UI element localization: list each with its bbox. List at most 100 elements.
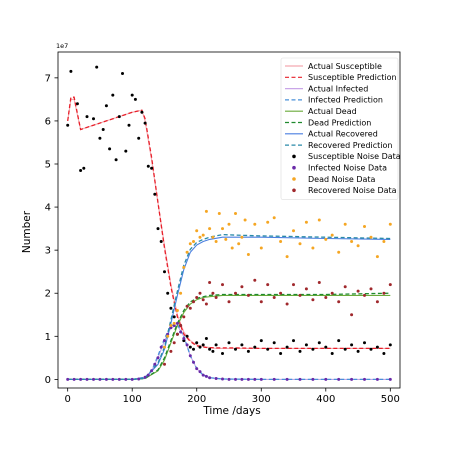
point-susceptible-noise-data [137,136,141,140]
point-infected-noise-data [153,362,157,366]
point-dead-noise-data [172,321,176,325]
point-infected-noise-data [208,376,212,380]
y-tick-label: 1 [45,332,51,343]
legend-label: Actual Recovered [308,130,378,139]
point-dead-noise-data [192,240,195,243]
series-line-recovered-prediction [67,233,391,381]
point-dead-noise-data [188,242,192,246]
point-dead-noise-data [266,220,270,224]
point-recovered-noise-data [253,278,257,282]
legend-label: Dead Noise Data [308,175,376,184]
point-susceptible-noise-data [82,166,86,170]
point-susceptible-noise-data [246,349,250,353]
x-tick-label: 300 [252,394,271,405]
point-susceptible-noise-data [92,117,95,121]
point-susceptible-noise-data [330,352,334,355]
point-dead-noise-data [246,253,250,256]
point-infected-noise-data [124,377,128,381]
point-infected-noise-data [192,360,195,364]
point-recovered-noise-data [208,281,212,284]
point-susceptible-noise-data [234,347,237,351]
point-susceptible-noise-data [98,136,102,140]
point-dead-noise-data [208,227,212,231]
point-recovered-noise-data [375,300,379,304]
point-dead-noise-data [388,222,392,226]
point-recovered-noise-data [285,302,289,306]
legend-label: Recovered Noise Data [308,186,397,195]
y-tick-label: 3 [45,246,51,257]
point-dead-noise-data [217,212,221,215]
point-susceptible-noise-data [201,343,205,347]
point-susceptible-noise-data [127,123,131,127]
point-dead-noise-data [369,235,373,239]
point-susceptible-noise-data [117,115,121,119]
point-infected-noise-data [337,377,341,381]
point-recovered-noise-data [304,287,308,291]
point-susceptible-noise-data [124,149,128,153]
point-recovered-noise-data [298,293,302,297]
point-infected-noise-data [311,377,315,381]
point-susceptible-noise-data [279,352,283,355]
point-dead-noise-data [179,291,183,295]
point-dead-noise-data [317,218,321,222]
point-infected-noise-data [137,377,141,381]
point-dead-noise-data [166,334,170,338]
point-infected-noise-data [72,377,76,381]
point-susceptible-noise-data [208,347,212,351]
point-recovered-noise-data [240,285,244,289]
point-susceptible-noise-data [343,347,347,351]
point-susceptible-noise-data [79,169,83,172]
series-line-dead-prediction [67,292,391,381]
legend-label: Recovered Prediction [308,141,392,150]
series-line-actual-recovered [67,236,391,380]
point-dead-noise-data [195,229,199,233]
point-recovered-noise-data [234,291,237,295]
point-dead-noise-data [169,324,173,327]
legend-label: Susceptible Noise Data [308,152,401,161]
point-susceptible-noise-data [382,352,386,355]
x-tick-label: 0 [64,394,70,405]
point-dead-noise-data [234,212,237,215]
point-susceptible-noise-data [75,102,79,106]
point-infected-noise-data [150,369,154,373]
point-dead-noise-data [363,225,366,228]
y-tick-label: 5 [45,160,51,171]
legend-label: Actual Infected [308,84,368,93]
point-susceptible-noise-data [192,347,195,351]
point-recovered-noise-data [175,332,179,336]
point-dead-noise-data [201,233,205,237]
point-recovered-noise-data [169,349,173,353]
point-recovered-noise-data [382,291,386,295]
point-dead-noise-data [182,265,186,269]
point-dead-noise-data [243,218,247,222]
point-susceptible-noise-data [337,339,341,343]
point-infected-noise-data [66,377,70,381]
legend-box [280,57,399,200]
point-dead-noise-data [279,240,283,243]
point-infected-noise-data [198,370,202,374]
point-dead-noise-data [330,233,334,237]
series-points [66,65,392,381]
y-tick-label: 7 [45,73,51,84]
point-susceptible-noise-data [140,110,144,114]
point-infected-noise-data [130,377,134,381]
point-susceptible-noise-data [272,341,276,345]
point-recovered-noise-data [356,289,360,293]
point-recovered-noise-data [388,283,392,287]
point-infected-noise-data [298,377,302,381]
point-recovered-noise-data [292,283,295,287]
point-dead-noise-data [304,220,308,224]
point-infected-noise-data [188,354,192,358]
point-susceptible-noise-data [211,349,215,353]
point-dead-noise-data [259,246,263,250]
point-dead-noise-data [253,222,257,226]
point-infected-noise-data [204,374,208,378]
point-susceptible-noise-data [198,345,202,349]
point-recovered-noise-data [198,291,202,295]
point-dead-noise-data [337,250,341,254]
series-line-actual-dead [67,294,391,380]
point-infected-noise-data [111,377,115,381]
point-susceptible-noise-data [130,93,134,97]
point-susceptible-noise-data [163,270,166,274]
point-recovered-noise-data [266,283,270,287]
